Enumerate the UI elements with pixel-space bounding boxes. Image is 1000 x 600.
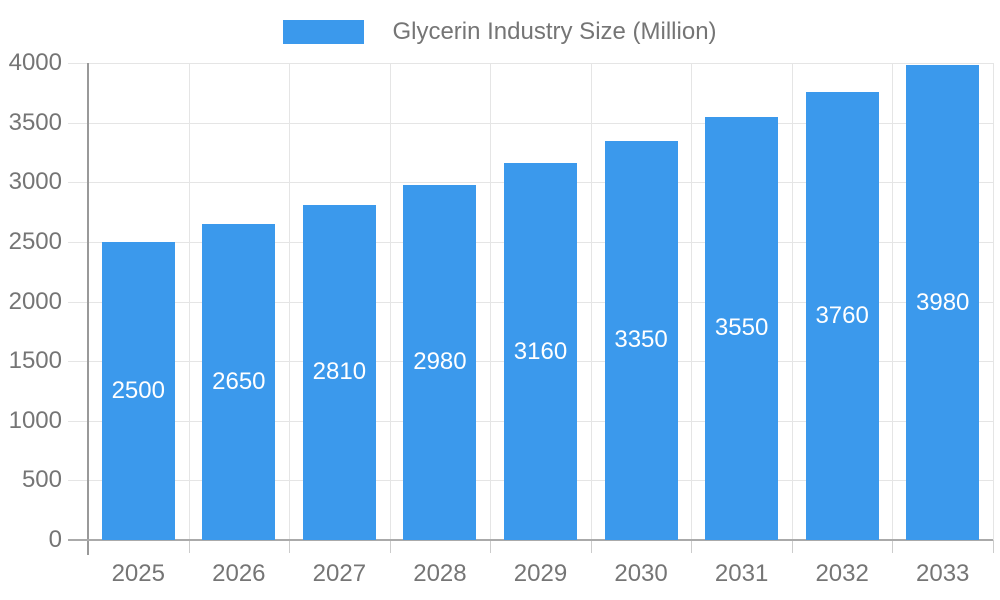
y-axis-tick <box>68 361 88 362</box>
x-gridline <box>993 63 994 540</box>
y-axis-label: 2500 <box>8 228 62 255</box>
bar[interactable] <box>302 204 376 540</box>
bar-value-label: 3160 <box>513 337 568 365</box>
x-gridline <box>591 63 592 540</box>
legend-swatch <box>283 20 365 44</box>
x-axis-tick <box>792 540 793 553</box>
y-axis-tick <box>68 123 88 124</box>
y-axis-line <box>87 63 89 555</box>
y-axis-label: 3000 <box>8 168 62 195</box>
y-axis-tick <box>68 63 88 64</box>
bar-value-label: 3760 <box>815 301 869 329</box>
bar[interactable] <box>504 163 577 540</box>
bar[interactable] <box>604 140 678 540</box>
legend: Glycerin Industry Size (Million) <box>0 16 1000 48</box>
bar-value-label: 3350 <box>614 326 668 354</box>
bar[interactable] <box>101 241 175 540</box>
bar-value-label: 3550 <box>714 314 769 342</box>
y-axis-label: 500 <box>21 466 62 493</box>
x-gridline <box>289 63 290 540</box>
x-axis-tick <box>289 540 290 553</box>
y-axis-label: 4000 <box>8 49 62 76</box>
x-axis-label: 2031 <box>714 560 769 587</box>
x-axis-label: 2028 <box>413 560 467 587</box>
bar-value-label: 3980 <box>916 288 970 316</box>
y-axis-label: 2000 <box>8 288 62 315</box>
x-gridline <box>892 63 893 540</box>
x-axis-label: 2027 <box>312 560 367 587</box>
y-axis-label: 0 <box>48 526 62 553</box>
x-axis-tick <box>691 540 692 553</box>
bar-value-label: 2500 <box>111 376 165 404</box>
x-gridline <box>490 63 491 540</box>
bar-value-label: 2810 <box>312 358 367 386</box>
x-axis-tick <box>993 540 994 553</box>
x-axis-tick <box>189 540 190 553</box>
x-axis-label: 2032 <box>815 560 869 587</box>
bar-value-label: 2980 <box>413 348 467 376</box>
x-axis-label: 2030 <box>614 560 668 587</box>
x-gridline <box>390 63 391 540</box>
x-axis-tick <box>490 540 491 553</box>
bar[interactable] <box>906 65 980 540</box>
x-gridline <box>691 63 692 540</box>
x-axis-tick <box>892 540 893 553</box>
legend-label: Glycerin Industry Size (Million) <box>392 18 717 45</box>
x-axis-tick <box>591 540 592 553</box>
bar[interactable] <box>202 223 276 540</box>
x-axis-tick <box>390 540 391 553</box>
bar[interactable] <box>805 91 879 540</box>
x-axis-label: 2025 <box>111 560 165 587</box>
y-axis-tick <box>68 421 88 422</box>
legend-item[interactable]: Glycerin Industry Size (Million) <box>283 18 717 46</box>
bar-value-label: 2650 <box>212 367 266 395</box>
y-axis-label: 1000 <box>8 407 62 434</box>
x-axis-label: 2029 <box>513 560 568 587</box>
x-axis-line <box>68 539 993 541</box>
y-gridline <box>88 63 993 64</box>
y-axis-tick <box>68 480 88 481</box>
y-axis-tick <box>68 302 88 303</box>
bar[interactable] <box>403 184 477 540</box>
y-axis-label: 1500 <box>8 347 62 374</box>
y-axis-tick <box>68 182 88 183</box>
x-axis-label: 2026 <box>212 560 266 587</box>
y-axis-label: 3500 <box>8 109 62 136</box>
bar[interactable] <box>705 116 779 540</box>
y-gridline <box>88 123 993 124</box>
x-gridline <box>189 63 190 540</box>
x-gridline <box>792 63 793 540</box>
y-axis-tick <box>68 242 88 243</box>
x-axis-label: 2033 <box>916 560 970 587</box>
